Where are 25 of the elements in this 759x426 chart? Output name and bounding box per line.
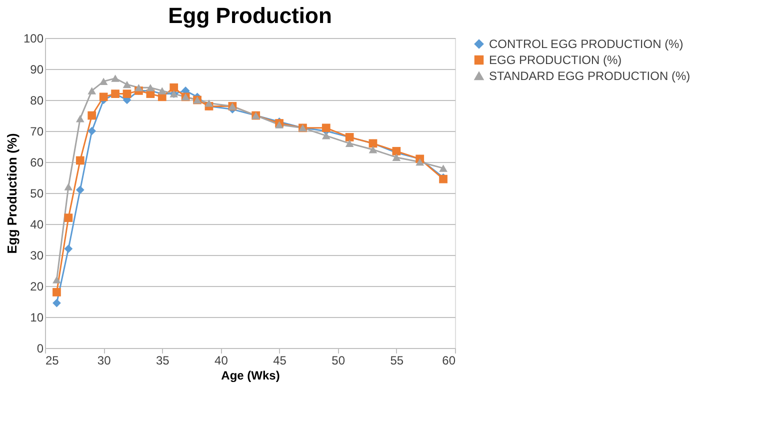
y-tick-label: 40 [30,218,44,232]
legend-label: STANDARD EGG PRODUCTION (%) [489,69,690,83]
legend-label: CONTROL EGG PRODUCTION (%) [489,37,684,51]
y-tick-label: 30 [30,248,44,262]
y-axis-title: Egg Production (%) [4,133,20,254]
y-tick-label: 10 [30,310,44,324]
y-tick-label: 90 [30,62,44,76]
x-tick-label: 55 [390,354,404,368]
y-tick-label: 100 [23,32,44,46]
y-tick-label: 70 [30,124,44,138]
chart-title: Egg Production [168,3,332,28]
legend-label: EGG PRODUCTION (%) [489,53,622,67]
x-tick-label: 25 [46,354,60,368]
y-tick-label: 50 [30,186,44,200]
y-tick-label: 60 [30,156,44,170]
y-tick-label: 20 [30,280,44,294]
x-tick-label: 40 [214,354,228,368]
y-tick-label: 0 [36,342,44,356]
x-tick-label: 60 [442,354,456,368]
x-tick-label: 50 [332,354,346,368]
y-tick-label: 80 [30,94,44,108]
x-tick-label: 45 [273,354,287,368]
x-tick-label: 30 [97,354,112,368]
x-axis-title: Age (Wks) [221,368,280,382]
x-tick-label: 35 [156,354,170,368]
